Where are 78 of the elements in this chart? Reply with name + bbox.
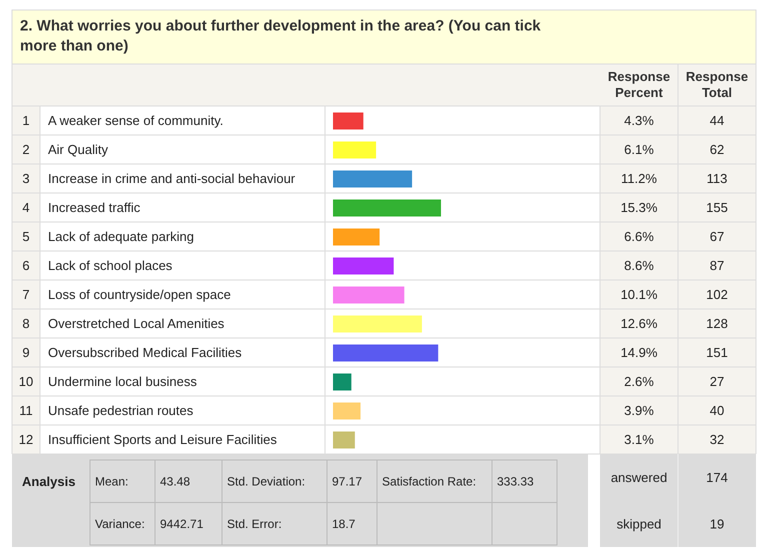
text: 128 — [706, 316, 728, 331]
y-tick-label: A weaker sense of community. — [48, 113, 224, 128]
bar — [333, 432, 355, 448]
text: Response Percent — [608, 69, 670, 100]
text: Analysis — [22, 474, 76, 489]
y-tick-label: Undermine local business — [48, 374, 198, 389]
text: 174 — [706, 470, 728, 485]
text: Std. Error: — [227, 516, 282, 531]
y-tick-label: Lack of adequate parking — [48, 229, 194, 244]
bar — [333, 112, 364, 130]
text: 8 — [22, 316, 30, 331]
bar — [333, 170, 412, 188]
text: 10 — [18, 374, 34, 389]
data-label: 3.1% — [624, 432, 654, 447]
text: 62 — [710, 142, 724, 157]
data-label: 2.6% — [624, 374, 654, 389]
bar — [333, 402, 361, 420]
text: 1 — [22, 113, 30, 128]
text: 113 — [706, 171, 728, 186]
text: 9 — [22, 345, 30, 360]
text: Mean: — [95, 474, 128, 488]
text: 97.17 — [332, 474, 362, 488]
data-label: 10.1% — [620, 287, 658, 302]
text: 40 — [710, 403, 724, 418]
y-tick-label: Increased traffic — [48, 200, 141, 215]
text: 32 — [710, 432, 724, 447]
text: 151 — [706, 345, 728, 360]
bar — [333, 228, 380, 246]
y-tick-label: Insufficient Sports and Leisure Facilities — [48, 432, 278, 447]
bar — [333, 374, 352, 390]
data-label: 8.6% — [624, 258, 654, 273]
text: 87 — [710, 258, 724, 273]
text: 9442.71 — [160, 516, 204, 531]
text: 5 — [22, 229, 30, 244]
text: 155 — [706, 200, 728, 215]
text: 12 — [18, 432, 34, 447]
bar — [333, 258, 394, 274]
data-label: 15.3% — [620, 200, 658, 215]
y-tick-label: Air Quality — [48, 142, 108, 157]
text: Response Total — [686, 69, 748, 100]
text: 7 — [22, 287, 30, 302]
y-tick-label: Lack of school places — [48, 258, 173, 273]
text: 4 — [22, 200, 30, 215]
text: Variance: — [95, 516, 145, 531]
text: 27 — [710, 374, 724, 389]
data-label: 12.6% — [620, 316, 658, 331]
text: answered — [610, 470, 668, 485]
bar — [333, 200, 441, 216]
y-tick-label: Unsafe pedestrian routes — [48, 403, 194, 418]
bar — [333, 142, 376, 158]
text: skipped — [616, 516, 662, 532]
text: 6 — [22, 258, 30, 273]
bar — [333, 316, 422, 332]
y-tick-label: Oversubscribed Medical Facilities — [48, 345, 242, 360]
data-label: 6.1% — [624, 142, 654, 157]
data-label: 4.3% — [624, 113, 654, 128]
bar — [333, 286, 404, 304]
text: 67 — [710, 229, 724, 244]
text: 44 — [710, 113, 724, 128]
text: 18.7 — [332, 516, 356, 531]
text: 43.48 — [160, 474, 190, 488]
y-tick-label: Loss of countryside/open space — [48, 287, 231, 302]
text: 19 — [710, 516, 724, 532]
data-label: 14.9% — [620, 345, 658, 360]
data-label: 3.9% — [624, 403, 654, 418]
y-tick-label: Overstretched Local Amenities — [48, 316, 225, 331]
bar — [333, 344, 438, 362]
y-tick-label: Increase in crime and anti-social behaviour — [48, 171, 296, 186]
text: Std. Deviation: — [227, 474, 306, 488]
text: Satisfaction Rate: — [382, 474, 476, 488]
text: 11 — [19, 403, 33, 418]
text: 102 — [706, 287, 728, 302]
text: 2 — [22, 142, 30, 157]
chart-title: 2. What worries you about further development in the area? (You can tick more than one) — [20, 18, 542, 54]
text: 3 — [22, 171, 30, 186]
data-label: 11.2% — [621, 171, 658, 186]
data-label: 6.6% — [624, 229, 654, 244]
text: 333.33 — [497, 474, 534, 488]
